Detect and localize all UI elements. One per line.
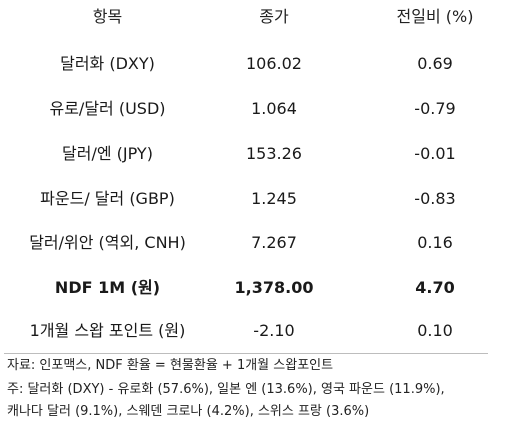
table-header: 항목 종가 전일비 (%) (0, 2, 525, 32)
header-price: 종가 (259, 7, 289, 26)
row-price: 1.064 (251, 99, 297, 118)
row-item: 달러화 (DXY) (60, 54, 155, 73)
footnote-line-1: 주: 달러화 (DXY) - 유로화 (57.6%), 일본 엔 (13.6%)… (7, 382, 445, 397)
row-item: 1개월 스왑 포인트 (원) (29, 321, 186, 340)
row-change: 0.16 (417, 233, 453, 252)
row-price: 153.26 (246, 144, 302, 163)
header-item: 항목 (92, 7, 123, 26)
table-row: 달러/엔 (JPY) 153.26 -0.01 (0, 139, 525, 169)
row-change: -0.83 (414, 189, 456, 208)
table-row: 달러화 (DXY) 106.02 0.69 (0, 49, 525, 79)
table-divider (4, 353, 488, 354)
row-change: 0.10 (417, 321, 453, 340)
row-price: 1.245 (251, 189, 297, 208)
table-row: 파운드/ 달러 (GBP) 1.245 -0.83 (0, 184, 525, 214)
row-change: 0.69 (417, 54, 453, 73)
row-item: 달러/위안 (역외, CNH) (29, 233, 186, 252)
row-price: 1,378.00 (234, 278, 314, 297)
row-price: 7.267 (251, 233, 297, 252)
row-price: 106.02 (246, 54, 302, 73)
row-price: -2.10 (253, 321, 295, 340)
table-row: 유로/달러 (USD) 1.064 -0.79 (0, 94, 525, 124)
row-item: 달러/엔 (JPY) (62, 144, 153, 163)
table-row: 1개월 스왑 포인트 (원) -2.10 0.10 (0, 316, 525, 346)
row-item: NDF 1M (원) (54, 278, 161, 297)
table-row-highlight: NDF 1M (원) 1,378.00 4.70 (0, 273, 525, 303)
row-item: 파운드/ 달러 (GBP) (40, 189, 175, 208)
table-row: 달러/위안 (역외, CNH) 7.267 0.16 (0, 228, 525, 258)
footnote-line-2: 캐나다 달러 (9.1%), 스웨덴 크로나 (4.2%), 스위스 프랑 (3… (7, 404, 370, 419)
row-change: -0.01 (414, 144, 456, 163)
row-change: 4.70 (415, 278, 455, 297)
header-change: 전일비 (%) (396, 7, 474, 26)
source-note: 자료: 인포맥스, NDF 환율 = 현물환율 + 1개월 스왑포인트 (7, 358, 334, 373)
row-change: -0.79 (414, 99, 456, 118)
row-item: 유로/달러 (USD) (49, 99, 166, 118)
